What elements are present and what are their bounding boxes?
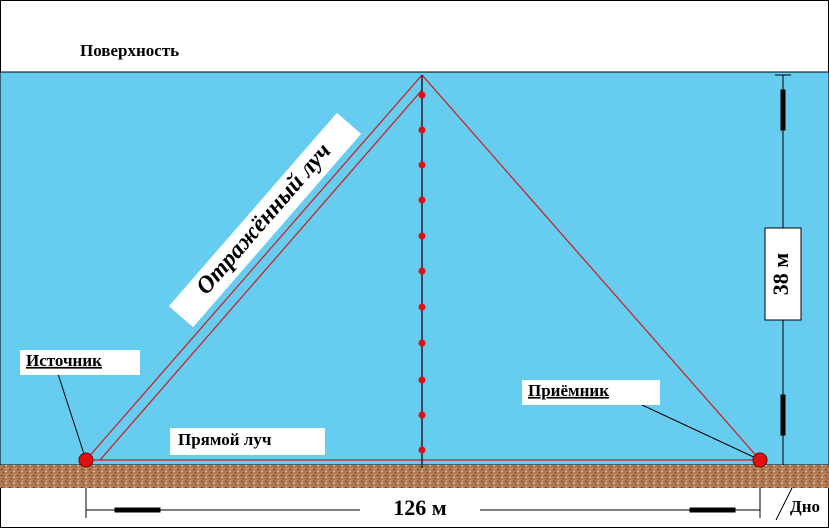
depth-box [764,227,802,321]
source-leader [57,373,87,461]
depth-label: 38 м [768,253,793,296]
seabed [0,465,829,488]
receiver-point [752,452,768,468]
direct-ray-box [170,428,325,455]
direct-ray-label: Прямой луч [178,430,272,449]
rays [85,74,761,461]
water [0,71,829,466]
vertical-dots [418,91,426,454]
distance-dimension [85,488,761,518]
surface-label: Поверхность [80,41,179,60]
source-point [78,452,94,468]
receiver-leader [639,403,761,461]
bottom-label: Дно [790,497,820,516]
receiver-label: Приёмник [528,381,609,400]
receiver-box [522,380,660,405]
bottom-leader [775,487,793,521]
distance-label: 126 м [393,495,447,520]
source-box [20,350,140,375]
source-label: Источник [26,351,102,370]
